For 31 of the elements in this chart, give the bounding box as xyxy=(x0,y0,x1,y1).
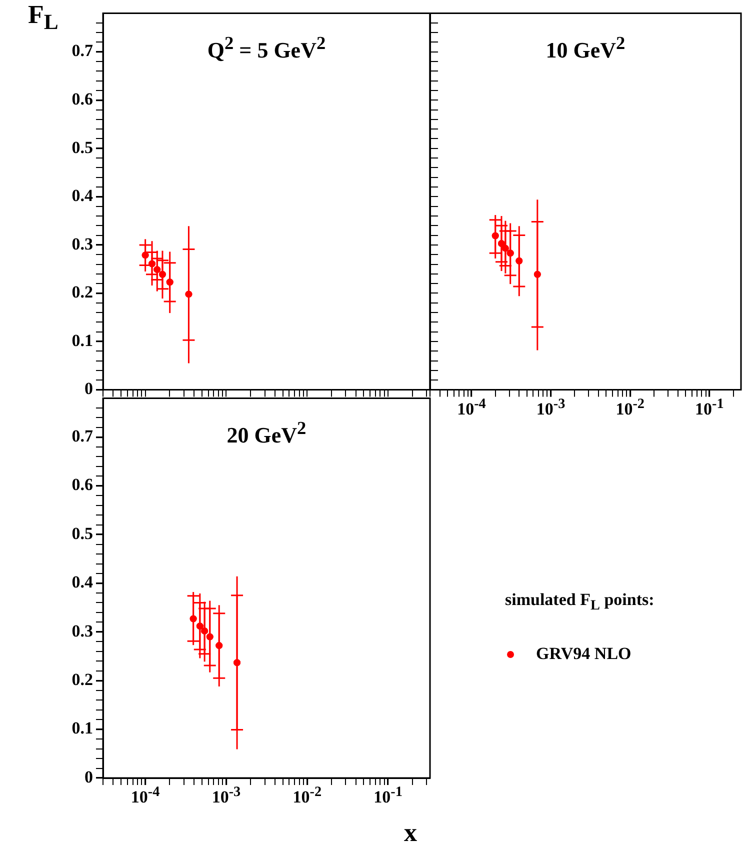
y-tick-label: 0.5 xyxy=(72,524,93,543)
text: 20 GeV$^{2}$ xyxy=(226,418,306,449)
x-tick-label: 10$^{-4}$ xyxy=(130,784,160,808)
y-tick-label: 0.1 xyxy=(72,330,93,350)
x-tick-label: 10$^{-2}$ xyxy=(292,784,322,808)
text: Q$^{2}$ = 5 GeV$^{2}$ xyxy=(207,33,326,64)
text: 10 GeV$^{2}$ xyxy=(546,33,626,64)
x-tick-label: 10$^{-1}$ xyxy=(374,784,402,808)
x-tick-label: 10$^{-3}$ xyxy=(536,396,566,420)
y-tick-label: 0.4 xyxy=(72,572,94,592)
legend-title: simulated F$_{L}$ points: xyxy=(505,590,654,614)
x-axis-title: x xyxy=(404,818,417,848)
y-tick-label: 0.2 xyxy=(72,670,93,690)
y-tick-label: 0.5 xyxy=(72,138,93,157)
y-tick-label: 0.1 xyxy=(72,718,93,738)
y-tick-label: 0.3 xyxy=(72,621,93,640)
x-tick-label: 10$^{-2}$ xyxy=(616,396,645,420)
legend-label: GRV94 NLO xyxy=(536,644,632,664)
y-tick-label: 0.2 xyxy=(72,282,93,302)
y-tick-label: 0.7 xyxy=(72,41,94,60)
x-tick-label: 10$^{-3}$ xyxy=(212,784,241,808)
y-tick-label: 0.7 xyxy=(72,426,94,446)
x-tick-label: 10$^{-1}$ xyxy=(695,396,724,420)
y-axis-title: F$_{L}$ xyxy=(28,0,58,36)
y-tick-label: 0.6 xyxy=(72,475,93,494)
y-tick-label: 0.6 xyxy=(72,90,93,108)
y-tick-label: 0 xyxy=(84,379,93,398)
y-tick-label: 0 xyxy=(84,767,93,786)
y-tick-label: 0.4 xyxy=(72,186,94,206)
x-tick-label: 10$^{-4}$ xyxy=(457,396,486,420)
y-tick-label: 0.3 xyxy=(72,234,93,254)
